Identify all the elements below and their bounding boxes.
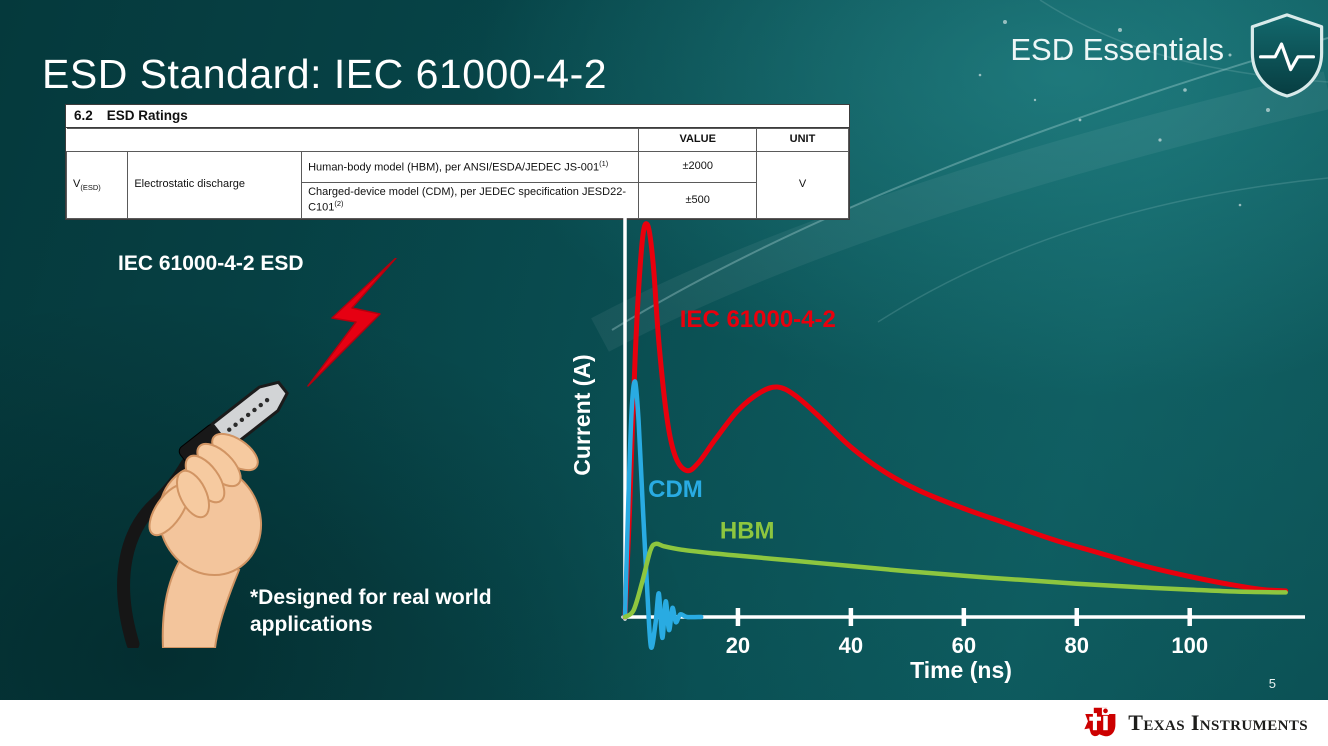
header-unit: UNIT: [755, 128, 850, 152]
ti-logo-icon: [1084, 707, 1116, 737]
cdm-description-cell: Charged-device model (CDM), per JEDEC sp…: [301, 181, 640, 220]
table-header-row: VALUE UNIT: [66, 128, 850, 152]
waveform-chart: 20 40 60 80 100 IEC 61000-4-2 CDM HBM Time (ns) C…: [560, 200, 1307, 690]
page-number: 5: [1268, 676, 1276, 691]
series-brand-label: ESD Essentials: [1010, 32, 1224, 67]
series-label: IEC 61000-4-2: [680, 306, 836, 333]
series-label: HBM: [720, 518, 775, 545]
table-row-hbm: V(ESD) Electrostatic discharge Human-bod…: [65, 150, 850, 220]
x-tick-label: 100: [1171, 633, 1208, 658]
hand: [148, 432, 263, 648]
symbol-subscript: (ESD): [80, 183, 101, 193]
hbm-footnote: (1): [599, 159, 609, 169]
x-axis-title: Time (ns): [910, 657, 1012, 683]
header-empty-cell: [66, 128, 640, 152]
illustration-caption: *Designed for real world applications: [250, 586, 492, 637]
ti-wordmark: Texas Instruments: [1128, 710, 1308, 735]
header-value: VALUE: [638, 128, 757, 152]
series-curve-iec-61000-4-2: [622, 221, 1289, 620]
hbm-value-cell: ±2000: [638, 151, 757, 183]
ti-logo: Texas Instruments: [1083, 704, 1308, 742]
x-tick-label: 80: [1065, 633, 1089, 658]
table-section-heading: 6.2 ESD Ratings: [66, 105, 849, 128]
cdm-value-cell: ±500: [638, 181, 757, 220]
cdm-footnote: (2): [334, 199, 344, 209]
x-tick-label: 60: [952, 633, 976, 658]
series-curve-hbm: [622, 541, 1288, 620]
page-title: ESD Standard: IEC 61000-4-2: [42, 51, 608, 98]
series-curve-cdm: [622, 379, 704, 650]
esd-hand-illustration: [117, 258, 397, 648]
lightning-bolt-icon: [307, 258, 397, 387]
section-number: 6.2: [74, 108, 93, 123]
parameter-cell: Electrostatic discharge: [127, 150, 303, 220]
section-title: ESD Ratings: [106, 108, 188, 123]
esd-ratings-panel: 6.2 ESD Ratings VALUE UNIT V(ESD) Electro…: [65, 104, 850, 221]
hbm-description: Human-body model (HBM), per ANSI/ESDA/JE…: [308, 161, 600, 174]
hbm-description-cell: Human-body model (HBM), per ANSI/ESDA/JE…: [301, 151, 640, 183]
x-tick-label: 40: [839, 633, 863, 658]
x-tick-label: 20: [726, 633, 750, 658]
footer-bar: Texas Instruments: [0, 700, 1328, 746]
shield-pulse-icon: [1250, 13, 1324, 98]
symbol-cell: V(ESD): [65, 150, 129, 220]
symbol-base: V: [73, 177, 81, 190]
chart-canvas: 20 40 60 80 100 IEC 61000-4-2 CDM HBM Time (ns) C…: [569, 210, 1307, 683]
unit-cell: V: [755, 150, 850, 220]
esd-ratings-table: VALUE UNIT V(ESD) Electrostatic discharg…: [65, 128, 850, 220]
table-row-cdm: Charged-device model (CDM), per JEDEC sp…: [67, 181, 849, 220]
series-label: CDM: [648, 476, 703, 503]
illustration-label: IEC 61000-4-2 ESD: [118, 252, 304, 275]
finger: [175, 469, 211, 519]
pulse-line-icon: [1258, 42, 1316, 72]
y-axis-title: Current (A): [569, 354, 595, 475]
cdm-description: Charged-device model (CDM), per JEDEC sp…: [308, 186, 626, 214]
